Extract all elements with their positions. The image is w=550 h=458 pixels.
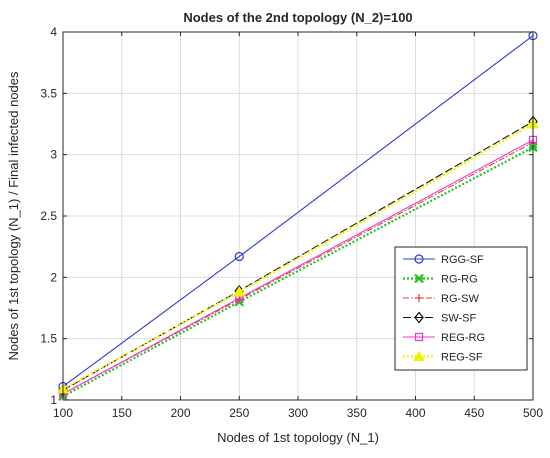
- y-tick-label: 1: [50, 393, 57, 407]
- legend: RGG-SF RG-RG RG-SW SW-SF REG-RG REG-SF: [394, 246, 528, 371]
- y-tick-label: 3: [50, 148, 57, 162]
- y-tick-label: 2: [50, 270, 57, 284]
- x-tick-label: 500: [523, 406, 543, 420]
- legend-label: REG-RG: [441, 332, 485, 344]
- x-tick-label: 100: [53, 406, 73, 420]
- x-tick-label: 450: [464, 406, 484, 420]
- y-tick-label: 4: [50, 25, 57, 39]
- legend-swatch-marker: [414, 332, 424, 342]
- series-line: [62, 35, 534, 387]
- series-line: [62, 146, 534, 398]
- x-tick-label: 350: [347, 406, 367, 420]
- legend-label: RGG-SF: [441, 254, 484, 266]
- legend-entry: REG-RG: [403, 332, 485, 344]
- legend-entry: RG-RG: [403, 274, 478, 286]
- legend-swatch-marker: [413, 350, 425, 361]
- legend-box: [394, 246, 528, 371]
- legend-entry: RG-SW: [403, 293, 480, 305]
- x-tick-label: 400: [405, 406, 425, 420]
- legend-entry: SW-SF: [403, 311, 477, 325]
- legend-swatch-marker: [415, 294, 423, 302]
- legend-label: REG-SF: [441, 352, 483, 364]
- legend-swatch-marker: [414, 273, 424, 284]
- x-tick-label: 250: [229, 406, 249, 420]
- chart-title: Nodes of the 2nd topology (N_2)=100: [183, 10, 412, 25]
- y-axis-label: Nodes of 1st topology (N_1) / Final infe…: [6, 71, 21, 361]
- legend-entry: REG-SF: [403, 350, 483, 364]
- y-tick-label: 3.5: [40, 86, 57, 100]
- x-tick-label: 300: [288, 406, 308, 420]
- legend-entry: RGG-SF: [403, 254, 484, 266]
- legend-label: RG-SW: [441, 293, 480, 305]
- series-line: [62, 139, 534, 395]
- data-point-marker: [233, 286, 246, 297]
- x-axis-label: Nodes of 1st topology (N_1): [217, 430, 379, 445]
- legend-label: SW-SF: [441, 313, 477, 325]
- legend-label: RG-RG: [441, 274, 478, 286]
- y-tick-label: 2.5: [40, 209, 57, 223]
- x-tick-label: 150: [112, 406, 132, 420]
- y-tick-label: 1.5: [40, 332, 57, 346]
- data-point-marker: [234, 251, 244, 262]
- legend-swatch-marker: [414, 311, 424, 324]
- axes-box: [62, 31, 534, 401]
- legend-swatch-marker: [414, 254, 424, 264]
- x-tick-label: 200: [170, 406, 190, 420]
